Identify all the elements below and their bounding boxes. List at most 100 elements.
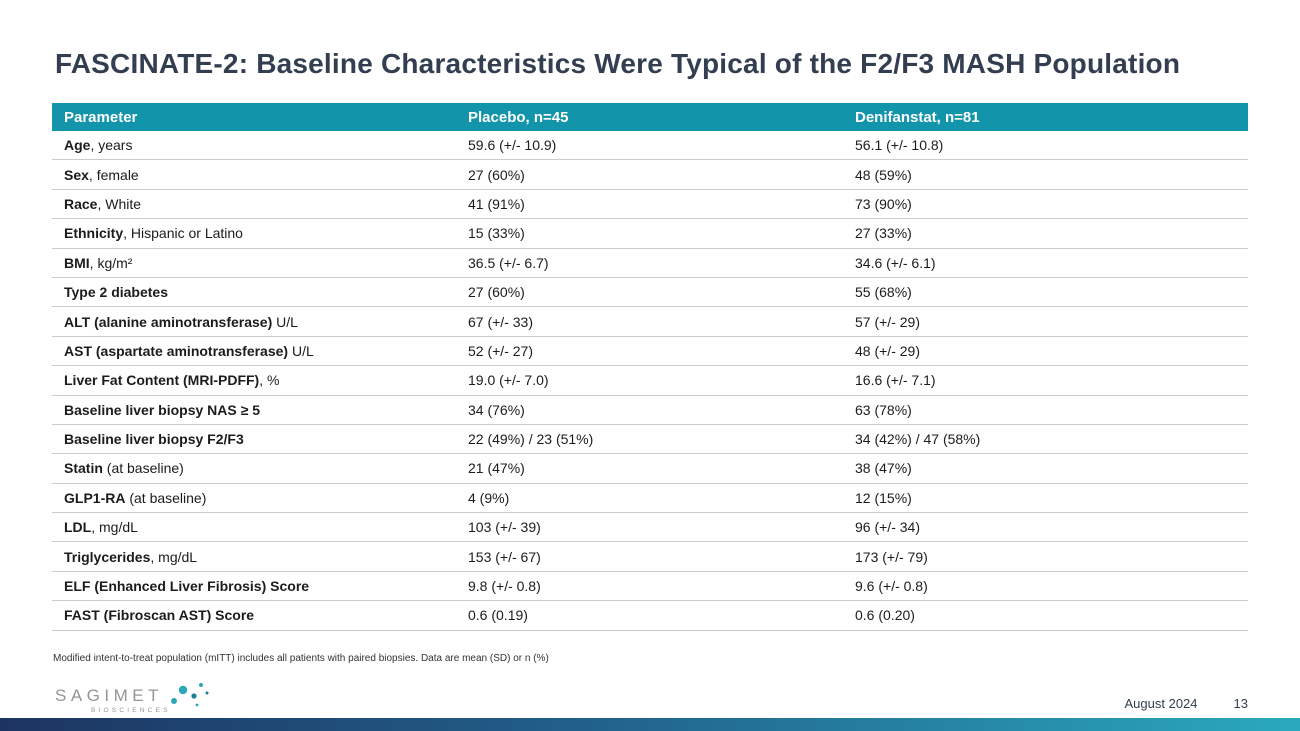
col-header-denifanstat: Denifanstat, n=81 bbox=[855, 108, 980, 126]
placebo-cell: 41 (91%) bbox=[468, 195, 525, 212]
param-bold: AST (aspartate aminotransferase) bbox=[64, 342, 289, 359]
placebo-cell: 52 (+/- 27) bbox=[468, 342, 533, 359]
denifanstat-cell: 55 (68%) bbox=[855, 284, 912, 301]
param-cell: GLP1-RA (at baseline) bbox=[52, 490, 468, 506]
param-cell: Type 2 diabetes bbox=[52, 284, 468, 300]
param-cell: Liver Fat Content (MRI-PDFF), % bbox=[52, 372, 468, 388]
param-bold: Ethnicity bbox=[64, 225, 124, 242]
table-row: Baseline liver biopsy F2/F3 22 (49%) / 2… bbox=[52, 424, 1248, 455]
denifanstat-cell: 0.6 (0.20) bbox=[855, 607, 915, 624]
param-bold: Baseline liver biopsy F2/F3 bbox=[64, 431, 244, 448]
placebo-cell: 0.6 (0.19) bbox=[468, 607, 528, 624]
denifanstat-cell: 96 (+/- 34) bbox=[855, 519, 920, 536]
placebo-cell: 103 (+/- 39) bbox=[468, 519, 541, 536]
param-rest: U/L bbox=[288, 342, 314, 359]
param-bold: Baseline liver biopsy NAS ≥ 5 bbox=[64, 401, 260, 418]
table-row: Age, years 59.6 (+/- 10.9) 56.1 (+/- 10.… bbox=[52, 131, 1248, 161]
param-cell: Baseline liver biopsy F2/F3 bbox=[52, 431, 468, 447]
placebo-cell: 153 (+/- 67) bbox=[468, 548, 541, 565]
placebo-cell: 67 (+/- 33) bbox=[468, 313, 533, 330]
baseline-characteristics-table: Parameter Placebo, n=45 Denifanstat, n=8… bbox=[52, 103, 1248, 631]
placebo-cell: 36.5 (+/- 6.7) bbox=[468, 254, 549, 271]
param-cell: ELF (Enhanced Liver Fibrosis) Score bbox=[52, 578, 468, 594]
placebo-cell: 27 (60%) bbox=[468, 284, 525, 301]
placebo-cell: 59.6 (+/- 10.9) bbox=[468, 137, 557, 154]
table-row: Type 2 diabetes 27 (60%) 55 (68%) bbox=[52, 277, 1248, 308]
param-rest: , mg/dL bbox=[91, 519, 138, 536]
param-bold: FAST (Fibroscan AST) Score bbox=[64, 607, 255, 624]
param-rest: U/L bbox=[272, 313, 298, 330]
table-row: AST (aspartate aminotransferase) U/L 52 … bbox=[52, 336, 1248, 367]
placebo-cell: 15 (33%) bbox=[468, 225, 525, 242]
param-rest: , kg/m² bbox=[89, 254, 133, 271]
table-header-row: Parameter Placebo, n=45 Denifanstat, n=8… bbox=[52, 103, 1248, 131]
denifanstat-cell: 48 (+/- 29) bbox=[855, 342, 920, 359]
denifanstat-cell: 34.6 (+/- 6.1) bbox=[855, 254, 936, 271]
param-cell: Triglycerides, mg/dL bbox=[52, 549, 468, 565]
param-rest: , female bbox=[88, 166, 139, 183]
param-rest: , % bbox=[259, 372, 280, 389]
denifanstat-cell: 57 (+/- 29) bbox=[855, 313, 920, 330]
param-bold: ALT (alanine aminotransferase) bbox=[64, 313, 273, 330]
param-rest: (at baseline) bbox=[125, 489, 207, 506]
denifanstat-cell: 38 (47%) bbox=[855, 460, 912, 477]
placebo-cell: 4 (9%) bbox=[468, 489, 510, 506]
table-row: Triglycerides, mg/dL 153 (+/- 67) 173 (+… bbox=[52, 542, 1248, 572]
page-number: 13 bbox=[1233, 696, 1248, 711]
denifanstat-cell: 16.6 (+/- 7.1) bbox=[855, 372, 936, 389]
param-bold: Race bbox=[64, 195, 98, 212]
sagimet-logo: SAGIMET BIOSCIENCES bbox=[55, 683, 225, 714]
denifanstat-cell: 63 (78%) bbox=[855, 401, 912, 418]
param-cell: Age, years bbox=[52, 137, 468, 153]
table-row: LDL, mg/dL 103 (+/- 39) 96 (+/- 34) bbox=[52, 513, 1248, 543]
denifanstat-cell: 9.6 (+/- 0.8) bbox=[855, 578, 928, 595]
placebo-cell: 9.8 (+/- 0.8) bbox=[468, 578, 541, 595]
param-rest: , mg/dL bbox=[150, 548, 198, 565]
table-row: ALT (alanine aminotransferase) U/L 67 (+… bbox=[52, 307, 1248, 337]
param-cell: BMI, kg/m² bbox=[52, 255, 468, 271]
param-cell: Statin (at baseline) bbox=[52, 460, 468, 476]
param-rest: , years bbox=[90, 137, 133, 154]
param-cell: AST (aspartate aminotransferase) U/L bbox=[52, 343, 468, 359]
param-cell: LDL, mg/dL bbox=[52, 519, 468, 535]
param-rest: , Hispanic or Latino bbox=[123, 225, 243, 242]
param-bold: ELF (Enhanced Liver Fibrosis) Score bbox=[64, 578, 310, 595]
placebo-cell: 19.0 (+/- 7.0) bbox=[468, 372, 549, 389]
denifanstat-cell: 73 (90%) bbox=[855, 195, 912, 212]
footer-date: August 2024 bbox=[1124, 696, 1198, 711]
table-row: GLP1-RA (at baseline) 4 (9%) 12 (15%) bbox=[52, 483, 1248, 514]
placebo-cell: 21 (47%) bbox=[468, 460, 525, 477]
param-bold: Sex bbox=[64, 166, 89, 183]
param-bold: Statin bbox=[64, 460, 103, 477]
table-row: Liver Fat Content (MRI-PDFF), % 19.0 (+/… bbox=[52, 366, 1248, 396]
table-row: BMI, kg/m² 36.5 (+/- 6.7) 34.6 (+/- 6.1) bbox=[52, 248, 1248, 278]
placebo-cell: 22 (49%) / 23 (51%) bbox=[468, 431, 594, 448]
param-rest: , White bbox=[97, 195, 142, 212]
param-bold: LDL bbox=[64, 519, 92, 536]
denifanstat-cell: 27 (33%) bbox=[855, 225, 912, 242]
table-row: Sex, female 27 (60%) 48 (59%) bbox=[52, 160, 1248, 190]
param-cell: Ethnicity, Hispanic or Latino bbox=[52, 225, 468, 241]
bottom-gradient-bar bbox=[0, 718, 1300, 731]
denifanstat-cell: 48 (59%) bbox=[855, 166, 912, 183]
param-bold: Type 2 diabetes bbox=[64, 284, 169, 301]
param-bold: GLP1-RA bbox=[64, 489, 126, 506]
param-cell: FAST (Fibroscan AST) Score bbox=[52, 607, 468, 623]
logo-subtitle: BIOSCIENCES bbox=[91, 707, 171, 714]
footer-meta: August 2024 13 bbox=[1125, 696, 1248, 711]
page-title: FASCINATE-2: Baseline Characteristics We… bbox=[55, 48, 1181, 79]
molecule-dots-icon bbox=[171, 683, 209, 707]
param-bold: Liver Fat Content (MRI-PDFF) bbox=[64, 372, 260, 389]
table-row: Baseline liver biopsy NAS ≥ 5 34 (76%) 6… bbox=[52, 395, 1248, 425]
param-cell: ALT (alanine aminotransferase) U/L bbox=[52, 314, 468, 330]
denifanstat-cell: 34 (42%) / 47 (58%) bbox=[855, 431, 981, 448]
param-bold: Triglycerides bbox=[64, 548, 151, 565]
table-row: Race, White 41 (91%) 73 (90%) bbox=[52, 189, 1248, 220]
footnote: Modified intent-to-treat population (mIT… bbox=[53, 653, 549, 664]
placebo-cell: 34 (76%) bbox=[468, 401, 525, 418]
param-bold: Age bbox=[64, 137, 91, 154]
table-row: FAST (Fibroscan AST) Score 0.6 (0.19) 0.… bbox=[52, 601, 1248, 631]
param-cell: Sex, female bbox=[52, 167, 468, 183]
param-bold: BMI bbox=[64, 254, 90, 271]
param-cell: Race, White bbox=[52, 196, 468, 212]
